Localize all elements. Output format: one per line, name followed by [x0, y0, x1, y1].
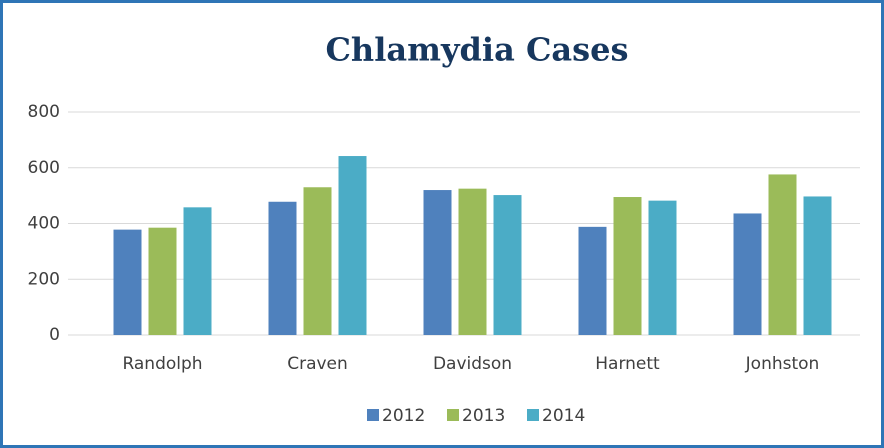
legend-label: 2013 [462, 406, 505, 426]
bar [303, 187, 332, 335]
y-tick-label: 0 [49, 325, 60, 345]
y-tick-label: 800 [28, 102, 60, 122]
bar [458, 188, 487, 335]
bar [113, 229, 142, 335]
bar [648, 200, 677, 335]
legend-swatch [447, 409, 459, 421]
legend-swatch [527, 409, 539, 421]
legend-swatch [367, 409, 379, 421]
bar [268, 201, 297, 335]
y-tick-label: 400 [28, 214, 60, 234]
bar [148, 227, 177, 335]
bar [183, 207, 212, 335]
x-tick-label: Jonhston [745, 354, 820, 374]
bar [768, 174, 797, 335]
bar [578, 226, 607, 335]
y-tick-label: 600 [28, 158, 60, 178]
bar [338, 156, 367, 335]
bar [733, 213, 762, 335]
x-tick-label: Harnett [595, 354, 660, 374]
x-tick-label: Davidson [433, 354, 512, 374]
bar [803, 196, 832, 335]
bar [613, 197, 642, 335]
x-tick-label: Craven [287, 354, 348, 374]
legend-label: 2012 [382, 406, 425, 426]
chart-title: Chlamydia Cases [325, 31, 628, 69]
legend-label: 2014 [542, 406, 585, 426]
x-tick-label: Randolph [122, 354, 202, 374]
bar [423, 190, 452, 335]
y-tick-label: 200 [28, 269, 60, 289]
bar [493, 195, 522, 335]
